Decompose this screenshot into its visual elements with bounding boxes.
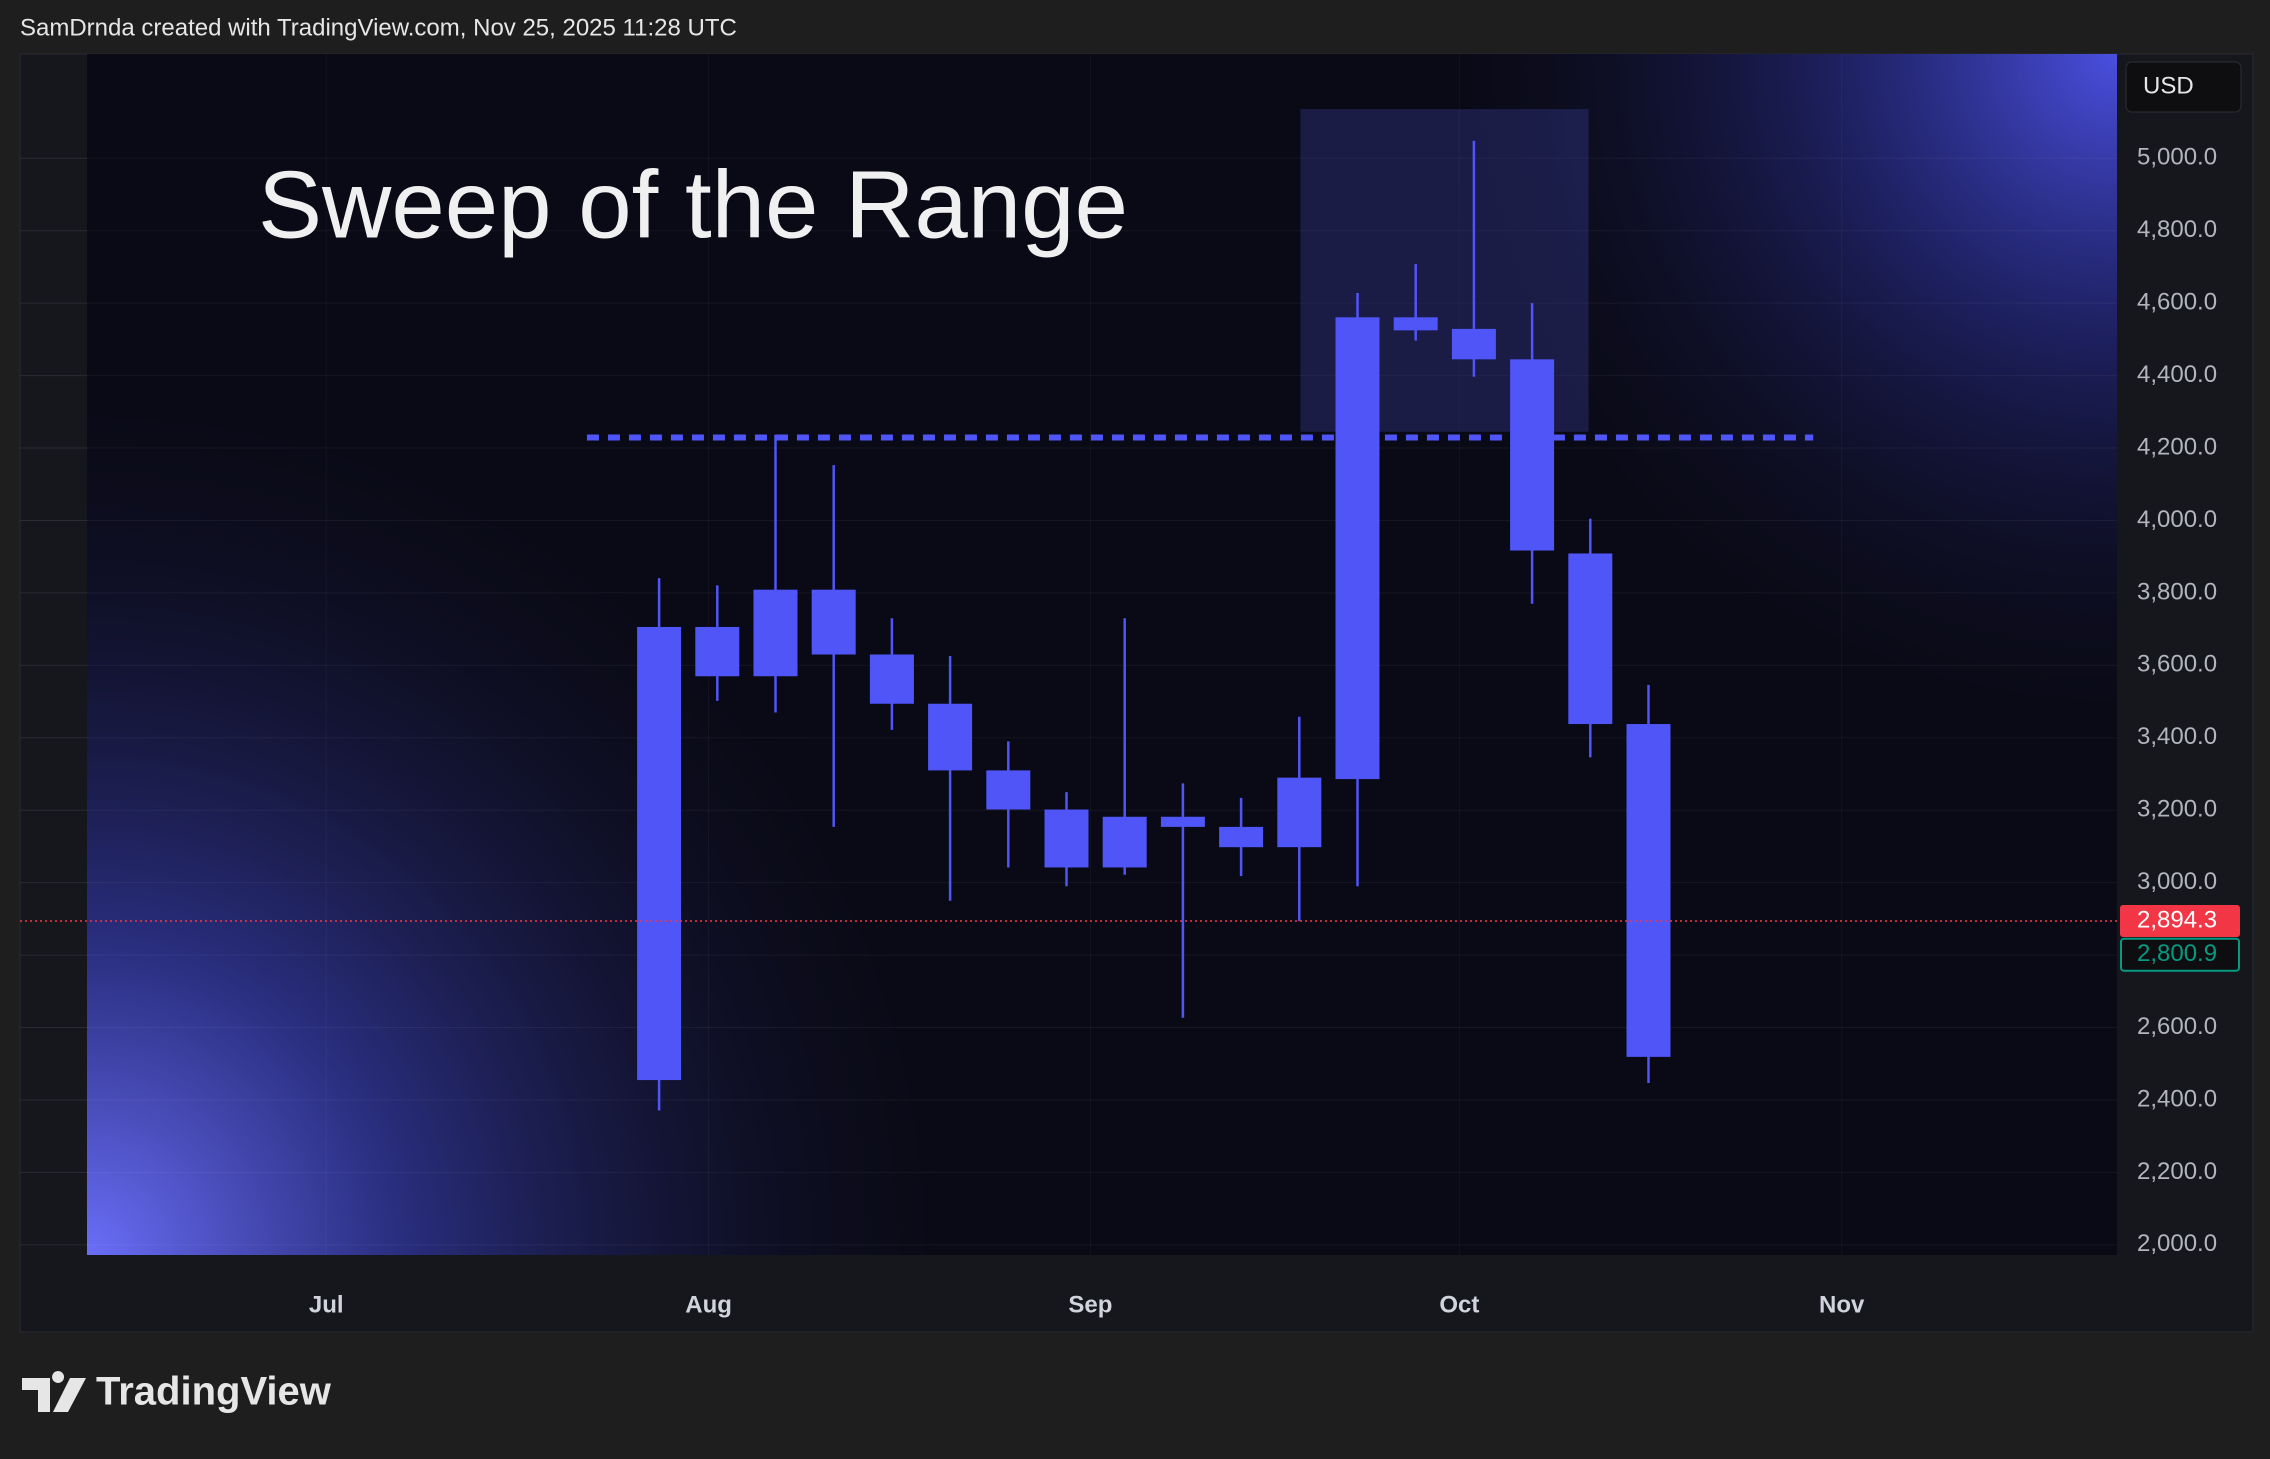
candle-body [1568,553,1613,725]
currency-button[interactable] [2125,61,2242,113]
candle-body [1510,359,1555,551]
y-tick-label: 4,800.0 [2137,216,2217,243]
candle-body [928,703,973,771]
y-tick-label: 5,000.0 [2137,144,2217,171]
logo-text: TradingView [96,1370,332,1414]
price-label: 2,894.3 [2137,906,2217,933]
price-tag [2120,904,2240,937]
y-tick-label: 4,000.0 [2137,506,2217,533]
y-tick-label: 3,800.0 [2137,578,2217,605]
candle-body [1044,809,1089,868]
y-tick-label: 4,400.0 [2137,361,2217,388]
y-tick-label: 4,200.0 [2137,433,2217,460]
price-label: 2,800.9 [2137,940,2217,967]
candle-body [1335,317,1380,780]
logo: TradingView [22,1370,332,1414]
y-tick-label: 3,000.0 [2137,868,2217,895]
currency-label: USD [2143,72,2194,99]
chart-title: Sweep of the Range [258,151,1128,258]
candle-body [986,770,1031,810]
candle-body [1451,328,1496,360]
x-tick-label: Sep [1068,1291,1112,1318]
x-tick-label: Oct [1439,1291,1479,1318]
y-tick-label: 2,200.0 [2137,1158,2217,1185]
candle-body [637,626,682,1081]
x-tick-label: Nov [1819,1291,1865,1318]
y-tick-label: 3,600.0 [2137,651,2217,678]
candle-body [1626,724,1671,1057]
y-tick-label: 2,600.0 [2137,1013,2217,1040]
x-tick-label: Jul [309,1291,344,1318]
candle-body [695,626,740,677]
y-tick-label: 3,200.0 [2137,796,2217,823]
y-tick-label: 2,400.0 [2137,1085,2217,1112]
candle-body [1102,816,1147,868]
candle-body [1277,777,1322,848]
candle-body [811,589,856,655]
logo-icon [22,1371,86,1412]
candle-body [1160,816,1205,827]
candle-body [1219,826,1264,848]
candle-body [753,589,798,677]
candle-body [1393,317,1438,331]
header: SamDrnda created with TradingView.com, N… [20,14,737,41]
glow [87,54,2117,1255]
y-tick-label: 2,000.0 [2137,1230,2217,1257]
y-tick-label: 3,400.0 [2137,723,2217,750]
x-tick-label: Aug [685,1291,732,1318]
candle-body [869,654,914,704]
price-tag [2120,937,2240,972]
y-tick-label: 4,600.0 [2137,289,2217,316]
